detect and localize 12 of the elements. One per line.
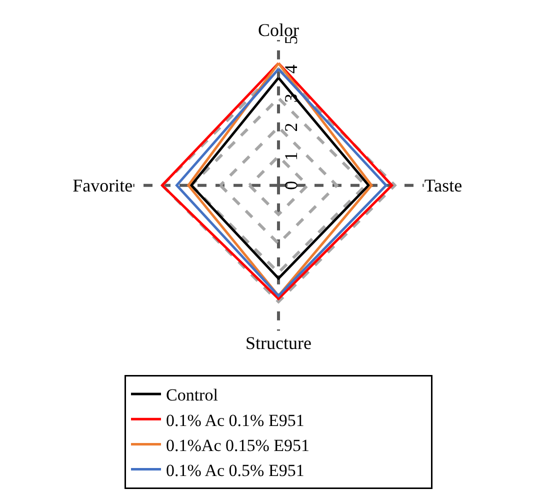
spoke-label: Structure — [246, 333, 312, 354]
y-tick-label: 1 — [281, 152, 301, 161]
legend-label: 0.1%Ac 0.15% E951 — [166, 436, 310, 455]
spoke-label: Taste — [424, 176, 462, 196]
y-tick-label: 0 — [281, 180, 301, 190]
legend-label: Control — [166, 386, 218, 405]
legend-label: 0.1% Ac 0.1% E951 — [166, 410, 304, 430]
y-tick-label: 5 — [281, 36, 301, 44]
y-tick-label: 4 — [281, 64, 301, 74]
spoke-label: Favorite — [72, 176, 133, 196]
legend-label: 0.1% Ac 0.5% E951 — [166, 460, 304, 480]
y-tick-label: 2 — [281, 122, 301, 132]
